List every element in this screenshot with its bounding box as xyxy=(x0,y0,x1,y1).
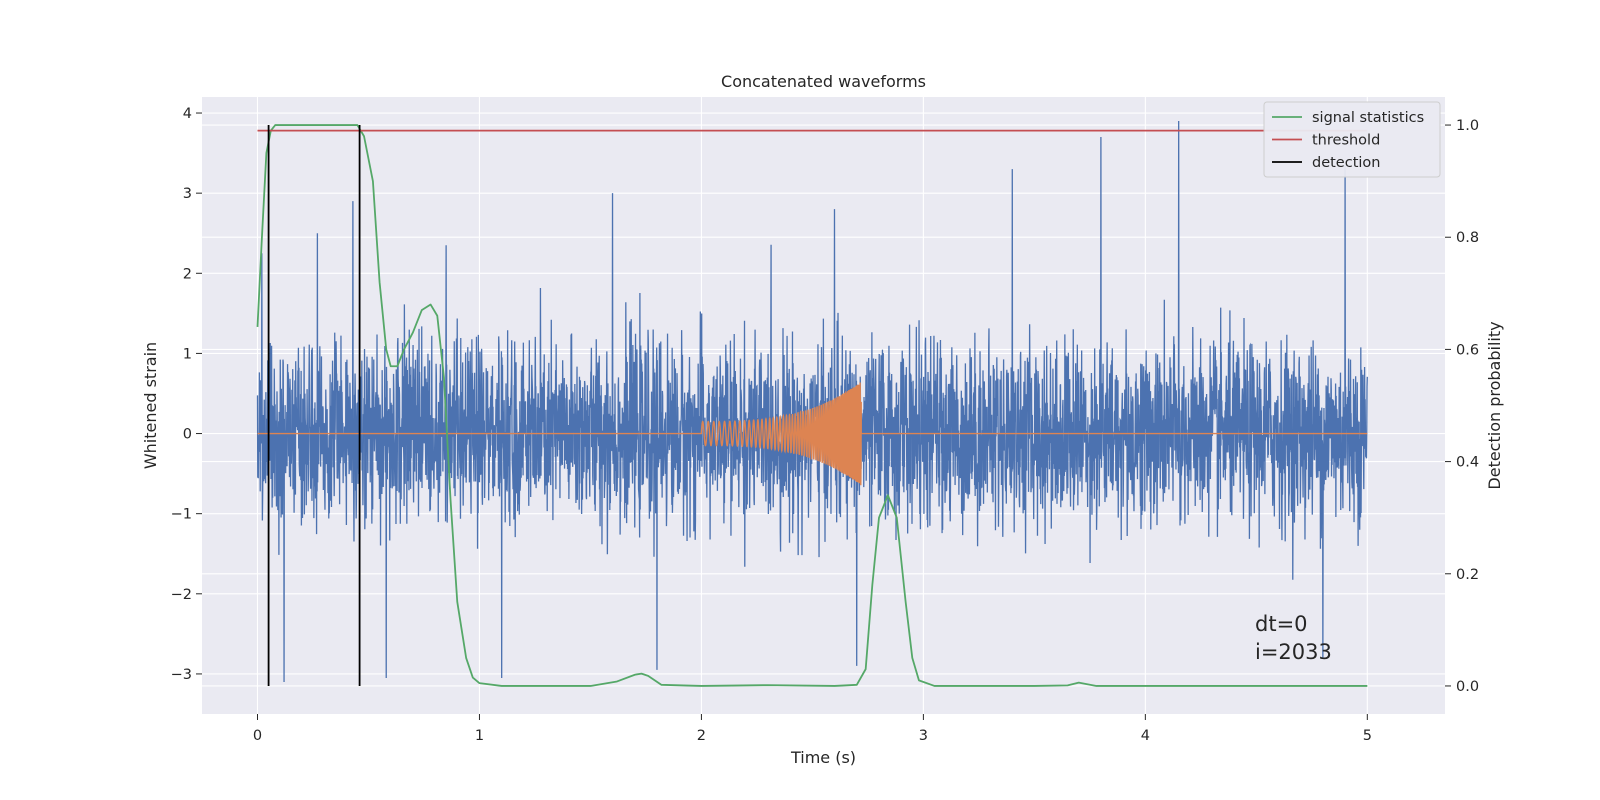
legend-label: detection xyxy=(1312,155,1380,171)
x-tick-label: 0 xyxy=(253,728,262,744)
y2-tick-label: 1.0 xyxy=(1456,118,1479,134)
x-tick-label: 5 xyxy=(1363,728,1372,744)
x-tick-label: 1 xyxy=(475,728,484,744)
left-axis: −3 −2 −1 0 1 2 3 4 xyxy=(171,106,202,683)
x-tick-label: 4 xyxy=(1141,728,1150,744)
right-axis: 0.0 0.2 0.4 0.6 0.8 1.0 xyxy=(1445,118,1479,695)
x-axis: 0 1 2 3 4 5 xyxy=(253,714,1372,744)
legend-label: signal statistics xyxy=(1312,110,1424,126)
y-tick-label: −2 xyxy=(171,587,192,603)
y-tick-label: 4 xyxy=(183,106,192,122)
signal-statistics-line xyxy=(256,124,1368,687)
y-tick-label: 2 xyxy=(183,266,192,282)
legend-box xyxy=(1263,101,1441,178)
series-signal-line xyxy=(257,382,1368,486)
y2-tick-label: 0.8 xyxy=(1456,230,1479,246)
y2-tick-label: 0.2 xyxy=(1456,567,1479,583)
y-tick-label: 3 xyxy=(183,186,192,202)
series-layer xyxy=(256,121,1368,687)
y-tick-label: −3 xyxy=(171,667,192,683)
legend: signal statistics threshold detection xyxy=(1263,101,1441,178)
y-tick-label: 0 xyxy=(183,427,192,443)
x-tick-label: 3 xyxy=(919,728,928,744)
y2-tick-label: 0.6 xyxy=(1456,342,1479,358)
y2-tick-label: 0.4 xyxy=(1456,455,1479,471)
y-axis-label: Whitened strain xyxy=(141,342,160,469)
legend-label: threshold xyxy=(1312,133,1380,149)
x-tick-label: 2 xyxy=(697,728,706,744)
y-tick-label: −1 xyxy=(171,507,192,523)
y2-axis-label: Detection probability xyxy=(1485,321,1504,489)
y2-tick-label: 0.0 xyxy=(1456,679,1479,695)
annotation-dt: dt=0 xyxy=(1255,612,1308,636)
y-tick-label: 1 xyxy=(183,346,192,362)
x-axis-label: Time (s) xyxy=(790,748,856,767)
annotation-index: i=2033 xyxy=(1255,640,1332,664)
chart-title: Concatenated waveforms xyxy=(721,72,926,91)
